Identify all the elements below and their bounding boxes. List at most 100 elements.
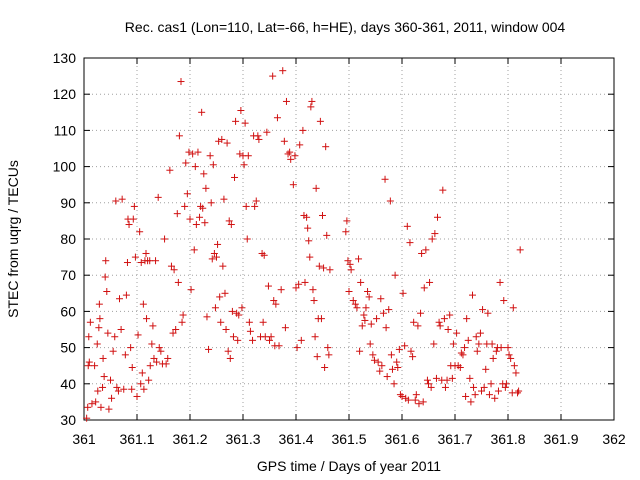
y-axis-label: STEC from uqrg / TECUs [5,160,21,318]
data-point [198,108,206,116]
data-point [131,253,139,261]
data-point [377,295,385,303]
data-point [275,342,283,350]
data-point [412,391,420,399]
data-point [196,213,204,221]
data-point [137,380,145,388]
data-point [309,286,317,294]
data-point [349,297,357,305]
data-point [475,340,483,348]
data-point [227,221,235,229]
data-point [259,318,267,326]
x-tick-label: 361.1 [119,431,154,447]
data-point [84,403,92,411]
data-point [456,364,464,372]
data-point [404,396,412,404]
data-point [304,224,312,232]
data-point [128,364,136,372]
data-point [133,392,141,400]
data-point [109,347,117,355]
data-point [213,253,220,261]
data-point [241,119,249,127]
data-point [306,253,314,261]
data-point [494,387,502,395]
data-point [234,336,242,344]
data-point [183,190,191,198]
data-point [319,211,326,219]
data-point [164,354,172,362]
data-point [85,358,93,366]
y-tick-label: 30 [60,412,76,428]
data-point [207,199,215,207]
data-point [448,374,456,382]
data-point [201,219,209,227]
data-point [376,367,384,375]
data-point [232,117,240,125]
data-point [154,193,162,201]
data-point [91,362,99,370]
data-point [152,257,160,265]
data-point [280,137,288,145]
data-point [423,376,431,384]
data-point [112,197,120,205]
data-point [161,235,169,243]
data-point [218,135,226,143]
data-point [351,300,359,308]
data-point [139,300,147,308]
data-point [127,344,135,352]
x-axis-label: GPS time / Days of year 2011 [257,458,441,474]
data-point [496,278,504,286]
data-point [277,286,285,294]
y-tick-label: 50 [60,340,76,356]
data-point [367,320,375,328]
data-point [457,349,465,357]
data-point [210,249,218,257]
data-point [428,235,436,243]
data-point [501,383,509,391]
data-point [435,318,443,326]
data-point [489,354,497,362]
x-tick-label: 361.8 [490,431,525,447]
data-point [153,358,161,366]
data-point [426,278,434,286]
data-point [312,184,320,192]
data-point [177,78,185,86]
data-point [464,336,472,344]
data-point [117,326,125,333]
data-point [134,331,142,339]
data-point [254,132,262,140]
data-point [346,260,354,268]
data-point [415,400,423,408]
data-point [220,195,228,203]
data-point [157,347,165,355]
x-tick-label: 361.5 [331,431,366,447]
data-point [92,398,100,406]
data-point [480,383,488,391]
data-point [419,398,427,406]
data-point [427,383,435,391]
data-point [149,322,157,330]
x-tick-label: 361.3 [225,431,260,447]
data-point [295,280,303,288]
data-point [311,333,319,341]
data-point [284,150,292,158]
data-point [466,374,474,382]
data-point [192,221,200,229]
data-point [264,282,272,290]
data-point [307,103,315,111]
data-point [444,326,452,333]
data-point [473,347,481,355]
data-point [449,340,457,348]
data-point [108,394,116,402]
data-point [401,342,409,350]
data-point [251,202,259,210]
data-point [217,318,225,326]
data-point [325,351,333,359]
data-point [297,336,305,344]
data-point [138,369,146,377]
data-point [282,97,290,105]
data-point [235,311,243,319]
data-point [249,336,257,344]
data-point [472,333,480,341]
data-point [313,353,321,361]
